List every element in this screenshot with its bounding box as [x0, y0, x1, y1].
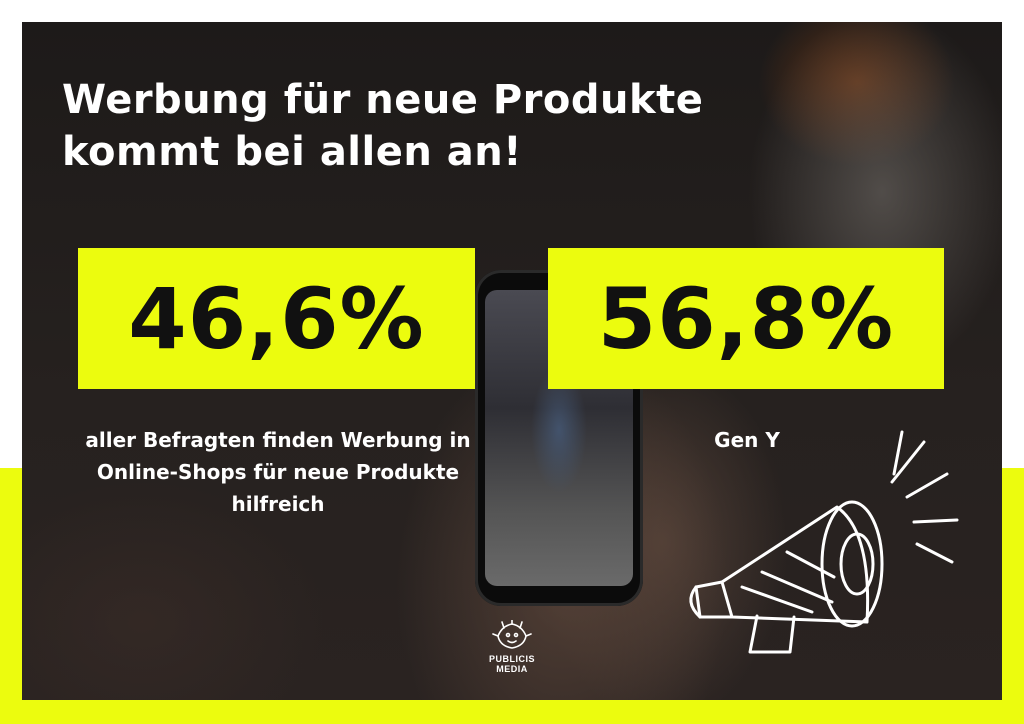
publicis-media-logo: PUBLICIS MEDIA	[482, 619, 542, 674]
lion-head-icon	[492, 619, 532, 649]
megaphone-icon	[689, 430, 959, 654]
stat-value-all: 46,6%	[128, 269, 425, 368]
stat-caption-gen-y: Gen Y	[714, 428, 780, 452]
stat-caption-all: aller Befragten finden Werbung in Online…	[85, 428, 471, 516]
poster-title: Werbung für neue Produkte kommt bei alle…	[62, 77, 704, 175]
stat-box-all: 46,6%	[78, 248, 475, 389]
stat-value-gen-y: 56,8%	[597, 269, 895, 368]
logo-line-2: MEDIA	[496, 664, 528, 674]
stat-box-gen-y: 56,8%	[548, 248, 944, 389]
logo-line-1: PUBLICIS	[488, 654, 535, 664]
poster: Werbung für neue Produkte kommt bei alle…	[22, 22, 1002, 700]
